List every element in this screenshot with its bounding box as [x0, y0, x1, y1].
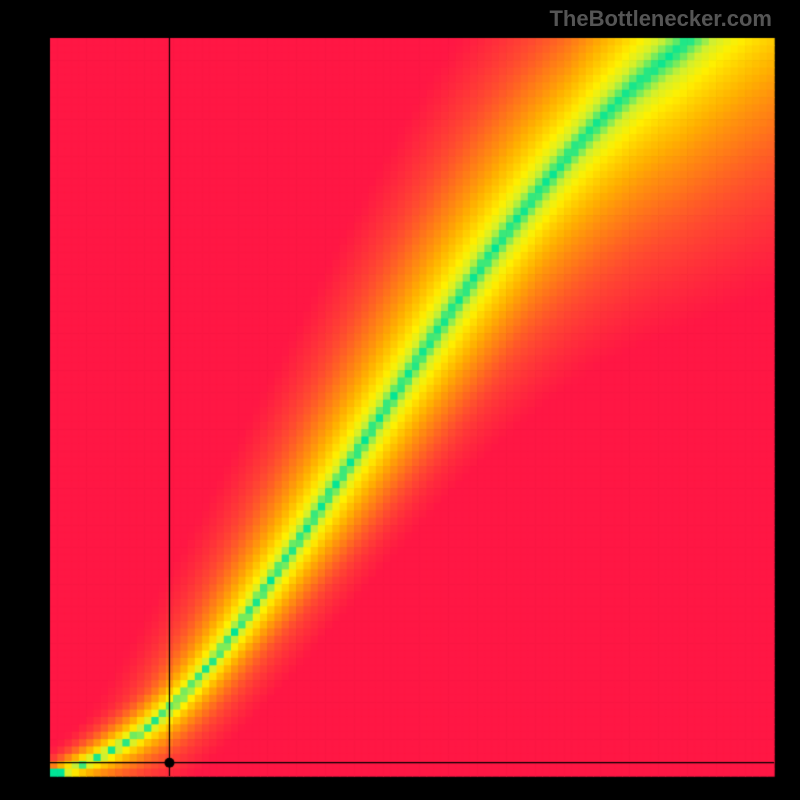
chart-container: TheBottlenecker.com	[0, 0, 800, 800]
bottleneck-heatmap-canvas	[0, 0, 800, 800]
watermark-text: TheBottlenecker.com	[549, 6, 772, 32]
